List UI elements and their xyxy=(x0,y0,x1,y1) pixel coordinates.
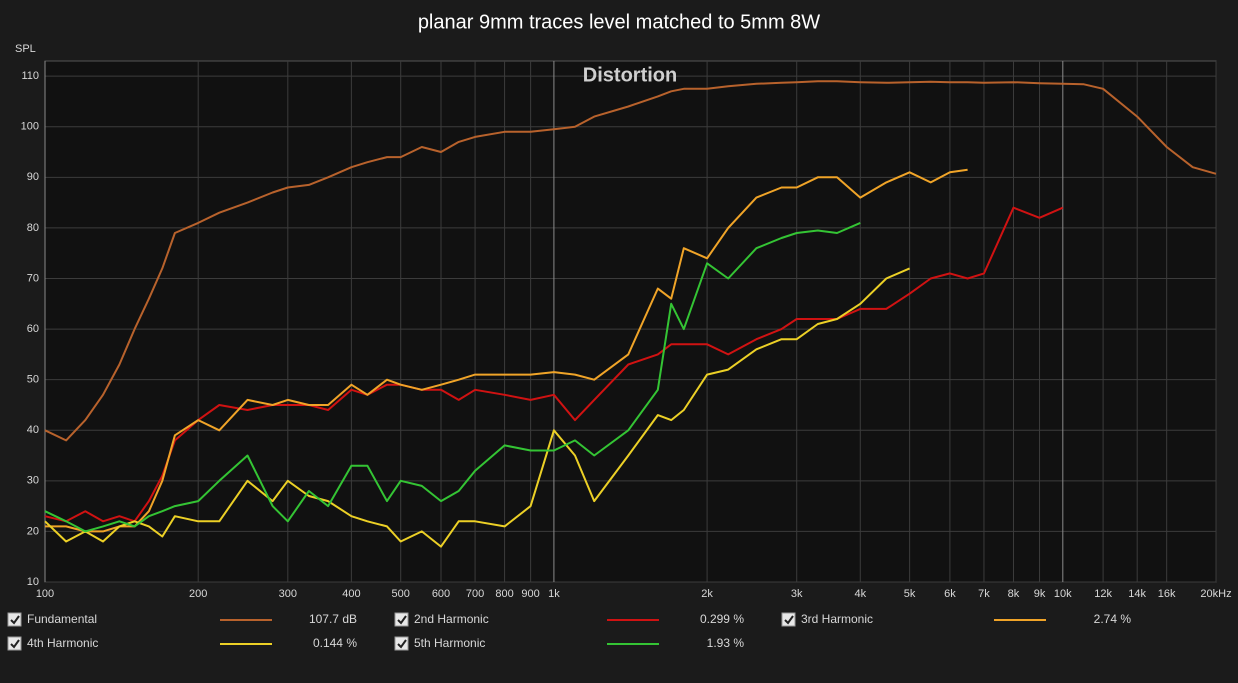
plot-area xyxy=(44,60,1217,583)
x-tick-label: 10k xyxy=(1054,588,1072,600)
x-tick-label: 500 xyxy=(392,588,410,600)
checkbox-check xyxy=(397,615,407,625)
x-tick-label: 8k xyxy=(1008,588,1020,600)
x-tick-label: 3k xyxy=(791,588,803,600)
x-tick-label: 100 xyxy=(36,588,54,600)
checkbox-check xyxy=(10,639,20,649)
legend-value: 0.144 % xyxy=(313,636,357,650)
y-tick-label: 110 xyxy=(21,70,39,82)
x-tick-label: 200 xyxy=(189,588,207,600)
x-tick-label: 900 xyxy=(521,588,539,600)
legend-label: 2nd Harmonic xyxy=(414,612,489,626)
x-tick-label: 20kHz xyxy=(1200,588,1231,600)
x-tick-label: 300 xyxy=(279,588,297,600)
checkbox-check xyxy=(10,615,20,625)
x-tick-label: 7k xyxy=(978,588,990,600)
x-tick-label: 12k xyxy=(1094,588,1112,600)
x-tick-label: 16k xyxy=(1158,588,1176,600)
legend-checkbox[interactable] xyxy=(781,612,796,627)
legend-label: Fundamental xyxy=(27,612,97,626)
annotation: Distortion xyxy=(583,64,677,86)
checkbox-box xyxy=(7,636,22,651)
y-tick-label: 100 xyxy=(21,121,39,133)
x-tick-label: 700 xyxy=(466,588,484,600)
trace xyxy=(44,221,861,533)
x-tick-label: 6k xyxy=(944,588,956,600)
chart-title: planar 9mm traces level matched to 5mm 8… xyxy=(418,11,820,33)
trace xyxy=(45,168,968,533)
legend-checkbox[interactable] xyxy=(394,636,409,651)
legend-checkbox[interactable] xyxy=(394,612,409,627)
legend-value: 1.93 % xyxy=(707,636,745,650)
x-tick-label: 14k xyxy=(1128,588,1146,600)
y-tick-label: 70 xyxy=(27,272,39,284)
legend-value: 0.299 % xyxy=(700,612,744,626)
checkbox-check xyxy=(397,639,407,649)
x-tick-label: 5k xyxy=(904,588,916,600)
x-tick-label: 800 xyxy=(495,588,513,600)
checkbox-box xyxy=(781,612,796,627)
legend: Fundamental 107.7 dB 2nd Harmonic 0.299 % 3r… xyxy=(7,612,1132,651)
y-tick-label: 30 xyxy=(27,475,39,487)
checkbox-check xyxy=(784,615,794,625)
y-tick-label: 10 xyxy=(27,576,39,588)
legend-value: 107.7 dB xyxy=(309,612,357,626)
trace xyxy=(44,206,1064,523)
checkbox-box xyxy=(394,612,409,627)
y-tick-label: 80 xyxy=(27,222,39,234)
y-tick-label: 60 xyxy=(27,323,39,335)
checkbox-box xyxy=(394,636,409,651)
grid: 10 20 30 40 50 60 70 80 90 100 110 100 200 300 400 500 6… xyxy=(21,61,1232,600)
traces xyxy=(44,80,1217,548)
y-tick-label: 50 xyxy=(27,374,39,386)
x-tick-label: 400 xyxy=(342,588,360,600)
y-tick-label: 40 xyxy=(27,424,39,436)
legend-label: 3rd Harmonic xyxy=(801,612,873,626)
x-tick-label: 1k xyxy=(548,588,560,600)
legend-label: 4th Harmonic xyxy=(27,636,98,650)
legend-label: 5th Harmonic xyxy=(414,636,485,650)
legend-value: 2.74 % xyxy=(1094,612,1132,626)
x-tick-label: 2k xyxy=(701,588,713,600)
legend-checkbox[interactable] xyxy=(7,636,22,651)
y-axis-label: SPL xyxy=(15,43,36,55)
x-tick-label: 600 xyxy=(432,588,450,600)
y-tick-label: 20 xyxy=(27,525,39,537)
trace xyxy=(44,267,910,548)
trace xyxy=(44,80,1217,442)
y-tick-label: 90 xyxy=(27,171,39,183)
x-tick-label: 9k xyxy=(1034,588,1046,600)
legend-checkbox[interactable] xyxy=(7,612,22,627)
checkbox-box xyxy=(7,612,22,627)
x-tick-label: 4k xyxy=(854,588,866,600)
